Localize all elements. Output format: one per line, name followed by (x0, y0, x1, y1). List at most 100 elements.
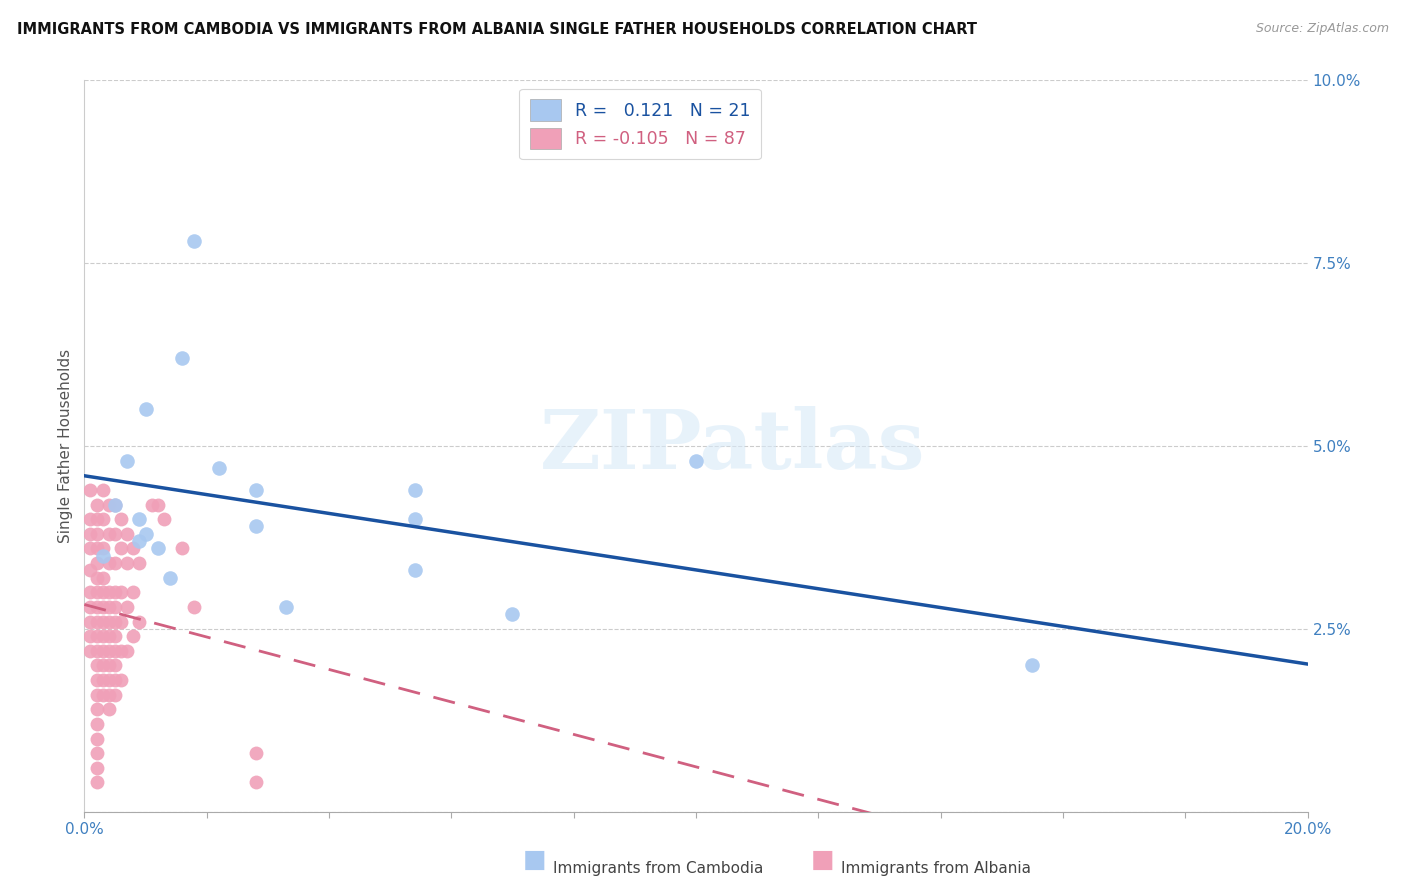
Point (183, 234, 205, 248)
Point (86, 775, 108, 789)
Point (86, 688, 108, 702)
Point (245, 746, 267, 760)
Point (135, 526, 157, 541)
Point (91, 512, 114, 526)
Point (79, 512, 101, 526)
Point (128, 512, 150, 526)
Point (79, 526, 101, 541)
Point (97, 585, 120, 599)
Point (172, 351, 194, 366)
Text: ■: ■ (523, 848, 546, 872)
Y-axis label: Single Father Households: Single Father Households (58, 349, 73, 543)
Point (86, 571, 108, 585)
Point (79, 615, 101, 629)
Point (245, 775, 267, 789)
Point (86, 658, 108, 673)
Point (79, 541, 101, 556)
Point (104, 673, 127, 687)
Point (110, 585, 132, 599)
Point (79, 599, 101, 614)
Point (404, 483, 426, 497)
Point (153, 512, 176, 526)
Point (86, 556, 108, 570)
Point (86, 731, 108, 746)
Point (91, 549, 114, 563)
Point (245, 483, 267, 497)
Point (159, 571, 181, 585)
Point (97, 673, 120, 687)
Point (110, 541, 132, 556)
Point (91, 644, 114, 658)
Point (86, 761, 108, 775)
Point (128, 556, 150, 570)
Point (86, 746, 108, 760)
Text: Source: ZipAtlas.com: Source: ZipAtlas.com (1256, 22, 1389, 36)
Point (97, 498, 120, 512)
Point (79, 585, 101, 599)
Point (97, 658, 120, 673)
Point (104, 556, 127, 570)
Point (1021, 658, 1043, 673)
Point (115, 556, 138, 570)
Point (91, 541, 114, 556)
Point (276, 599, 298, 614)
Text: Immigrants from Albania: Immigrants from Albania (841, 861, 1031, 876)
Point (79, 644, 101, 658)
Point (86, 512, 108, 526)
Point (97, 688, 120, 702)
Point (79, 563, 101, 577)
Point (104, 629, 127, 643)
Point (146, 498, 169, 512)
Point (685, 453, 707, 467)
Point (97, 615, 120, 629)
Point (115, 526, 138, 541)
Point (146, 541, 169, 556)
Point (183, 599, 205, 614)
Point (115, 453, 138, 467)
Point (110, 644, 132, 658)
Text: IMMIGRANTS FROM CAMBODIA VS IMMIGRANTS FROM ALBANIA SINGLE FATHER HOUSEHOLDS COR: IMMIGRANTS FROM CAMBODIA VS IMMIGRANTS F… (17, 22, 977, 37)
Point (104, 526, 127, 541)
Point (245, 519, 267, 533)
Point (91, 615, 114, 629)
Point (91, 688, 114, 702)
Point (104, 658, 127, 673)
Point (122, 629, 145, 643)
Point (502, 607, 524, 622)
Point (115, 599, 138, 614)
Point (86, 629, 108, 643)
Point (104, 498, 127, 512)
Point (128, 615, 150, 629)
Point (104, 599, 127, 614)
Point (86, 717, 108, 731)
Point (97, 629, 120, 643)
Point (86, 498, 108, 512)
Point (404, 512, 426, 526)
Point (110, 673, 132, 687)
Point (141, 498, 163, 512)
Point (91, 629, 114, 643)
Point (404, 563, 426, 577)
Point (122, 541, 145, 556)
Point (91, 483, 114, 497)
Text: ■: ■ (811, 848, 834, 872)
Point (97, 702, 120, 716)
Point (128, 534, 150, 549)
Point (97, 599, 120, 614)
Text: ZIPatlas: ZIPatlas (540, 406, 925, 486)
Point (115, 644, 138, 658)
Text: Immigrants from Cambodia: Immigrants from Cambodia (553, 861, 763, 876)
Point (91, 599, 114, 614)
Point (110, 512, 132, 526)
Point (86, 541, 108, 556)
Point (91, 673, 114, 687)
Point (86, 644, 108, 658)
Point (86, 599, 108, 614)
Point (135, 402, 157, 417)
Point (86, 526, 108, 541)
Point (97, 644, 120, 658)
Point (79, 483, 101, 497)
Point (86, 702, 108, 716)
Point (110, 615, 132, 629)
Point (122, 585, 145, 599)
